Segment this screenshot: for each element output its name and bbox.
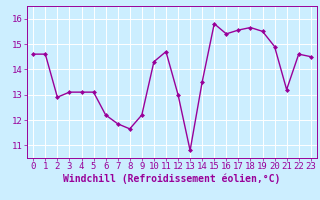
X-axis label: Windchill (Refroidissement éolien,°C): Windchill (Refroidissement éolien,°C) bbox=[63, 174, 281, 184]
